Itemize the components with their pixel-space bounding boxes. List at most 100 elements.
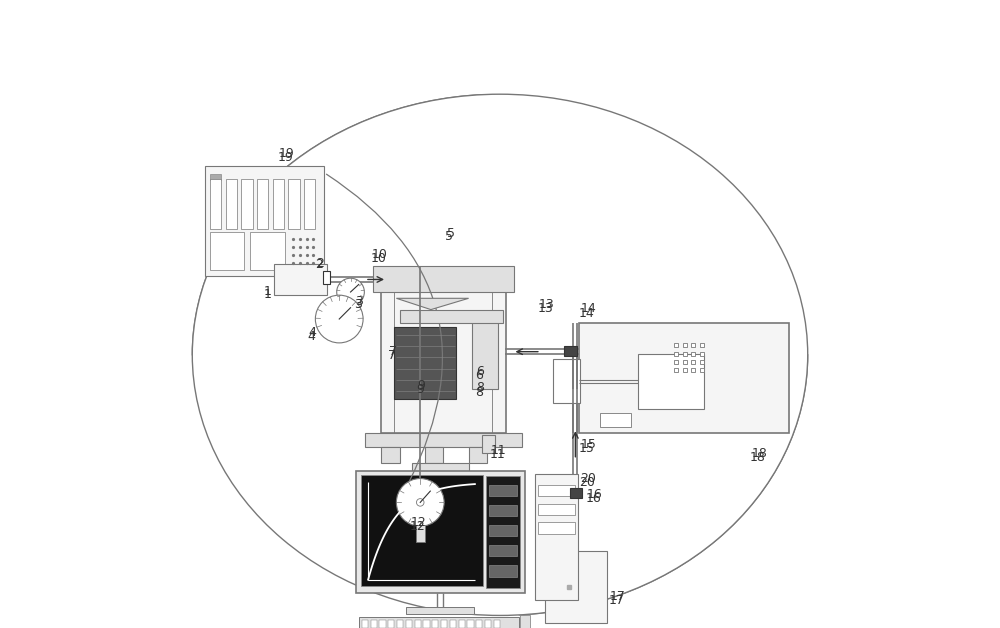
Text: 13: 13: [539, 298, 555, 311]
Bar: [538, 504, 575, 515]
Text: 15: 15: [580, 438, 596, 451]
Text: 3: 3: [356, 295, 363, 308]
Bar: [394, 327, 456, 399]
Text: 6: 6: [476, 365, 484, 378]
Bar: [485, 620, 491, 628]
Bar: [304, 179, 315, 229]
Bar: [274, 264, 327, 295]
Circle shape: [396, 479, 444, 526]
Bar: [489, 565, 517, 577]
Bar: [432, 620, 438, 628]
Circle shape: [315, 295, 363, 343]
Text: 19: 19: [278, 151, 293, 165]
Bar: [379, 620, 386, 628]
Bar: [469, 447, 487, 463]
Text: 10: 10: [372, 247, 388, 261]
Bar: [388, 620, 394, 628]
Bar: [553, 359, 580, 403]
Text: 18: 18: [751, 447, 767, 460]
Text: 2: 2: [315, 258, 323, 271]
Bar: [205, 166, 324, 276]
Bar: [381, 447, 400, 463]
Bar: [489, 545, 517, 556]
Bar: [489, 485, 517, 496]
Text: 16: 16: [585, 492, 601, 506]
Bar: [441, 620, 447, 628]
Bar: [472, 319, 498, 389]
Text: 16: 16: [587, 488, 602, 501]
Bar: [210, 174, 221, 180]
Bar: [538, 522, 575, 534]
Bar: [323, 271, 330, 284]
Bar: [241, 179, 253, 229]
Bar: [476, 620, 482, 628]
Text: 17: 17: [610, 590, 626, 603]
Bar: [520, 615, 530, 628]
Bar: [381, 267, 506, 433]
Bar: [545, 551, 607, 623]
Bar: [486, 476, 520, 588]
Text: 1: 1: [263, 285, 271, 298]
Text: 4: 4: [308, 326, 316, 339]
Bar: [467, 620, 474, 628]
Bar: [489, 525, 517, 536]
Bar: [570, 488, 582, 498]
Bar: [365, 433, 522, 447]
Bar: [371, 620, 377, 628]
Bar: [425, 447, 443, 463]
Text: 14: 14: [579, 306, 595, 320]
Text: 8: 8: [475, 386, 483, 399]
Text: 7: 7: [389, 345, 397, 358]
Circle shape: [337, 278, 364, 306]
Text: 8: 8: [476, 381, 484, 394]
Text: 11: 11: [489, 448, 505, 462]
Bar: [564, 346, 577, 356]
Text: 9: 9: [416, 383, 424, 396]
Text: 20: 20: [579, 476, 595, 489]
Bar: [406, 620, 412, 628]
Bar: [578, 323, 789, 433]
Bar: [373, 266, 514, 292]
Bar: [273, 179, 284, 229]
Text: 4: 4: [307, 330, 315, 343]
Text: 12: 12: [410, 520, 425, 533]
Bar: [416, 525, 425, 542]
Circle shape: [416, 499, 424, 506]
Bar: [361, 475, 483, 586]
Text: 17: 17: [609, 594, 625, 607]
Bar: [257, 179, 268, 229]
Text: 10: 10: [371, 252, 387, 265]
Bar: [288, 179, 300, 229]
Bar: [356, 471, 525, 593]
Bar: [535, 474, 578, 600]
Bar: [450, 620, 456, 628]
Text: 13: 13: [538, 302, 553, 315]
Bar: [362, 620, 368, 628]
Text: 3: 3: [354, 298, 362, 311]
Bar: [359, 617, 519, 628]
Bar: [494, 620, 500, 628]
Text: 11: 11: [491, 444, 506, 457]
Bar: [415, 620, 421, 628]
Bar: [412, 463, 469, 480]
Text: 6: 6: [476, 369, 483, 382]
Bar: [538, 485, 575, 496]
Text: 2: 2: [316, 257, 324, 270]
Bar: [423, 620, 430, 628]
Text: 15: 15: [579, 442, 595, 455]
Bar: [400, 310, 503, 323]
Text: 5: 5: [447, 227, 455, 240]
Text: 20: 20: [580, 472, 596, 485]
Bar: [600, 413, 631, 427]
Bar: [226, 179, 237, 229]
Text: 1: 1: [263, 288, 271, 301]
Text: 14: 14: [580, 302, 596, 315]
Bar: [482, 435, 495, 453]
Bar: [406, 607, 474, 614]
Bar: [210, 179, 221, 229]
Bar: [250, 232, 285, 270]
Bar: [638, 354, 704, 409]
Bar: [489, 505, 517, 516]
Text: 7: 7: [388, 349, 396, 362]
Text: 19: 19: [279, 147, 295, 160]
